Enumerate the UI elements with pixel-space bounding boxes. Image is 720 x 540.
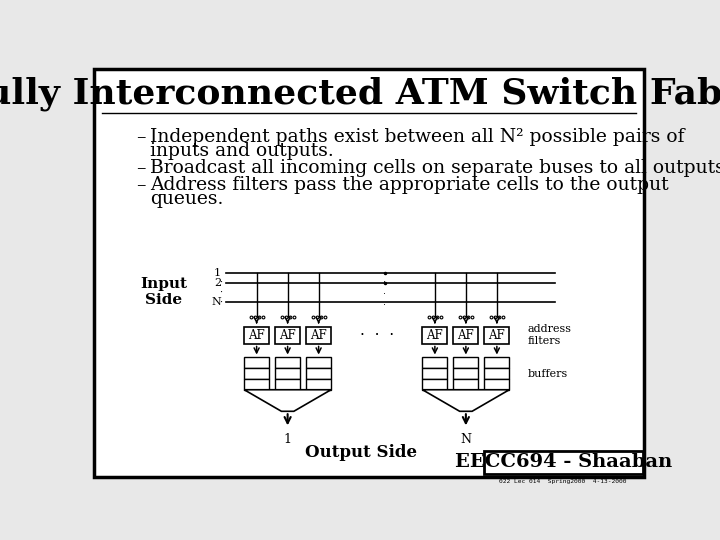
Bar: [306, 327, 331, 343]
Text: EECC694 - Shaaban: EECC694 - Shaaban: [454, 453, 672, 471]
Bar: [275, 327, 300, 343]
Text: ·
·
·: · · ·: [383, 277, 386, 310]
Text: –: –: [137, 159, 146, 177]
Text: 1: 1: [214, 268, 221, 278]
Bar: [454, 357, 478, 368]
Bar: [454, 379, 478, 390]
Text: Input
Side: Input Side: [140, 277, 187, 307]
Bar: [484, 451, 642, 475]
Text: N: N: [460, 433, 472, 446]
Bar: [423, 327, 447, 343]
Bar: [275, 379, 300, 390]
Text: –: –: [137, 128, 146, 146]
Text: N: N: [211, 297, 221, 307]
Text: Fully Interconnected ATM Switch Fabric: Fully Interconnected ATM Switch Fabric: [0, 77, 720, 111]
Bar: [423, 368, 447, 379]
Bar: [423, 379, 447, 390]
Text: address
filters: address filters: [528, 324, 572, 346]
Bar: [244, 368, 269, 379]
Text: Output Side: Output Side: [305, 444, 418, 461]
Text: queues.: queues.: [150, 190, 224, 207]
Text: Independent paths exist between all N² possible pairs of: Independent paths exist between all N² p…: [150, 128, 685, 146]
Bar: [485, 357, 509, 368]
Text: buffers: buffers: [528, 369, 568, 379]
Text: ·  ·  ·: · · ·: [360, 328, 394, 342]
Text: AF: AF: [310, 328, 327, 342]
Bar: [454, 327, 478, 343]
Polygon shape: [244, 390, 331, 411]
Text: 1: 1: [284, 433, 292, 446]
Bar: [306, 357, 331, 368]
Text: AF: AF: [488, 328, 505, 342]
Text: inputs and outputs.: inputs and outputs.: [150, 142, 334, 160]
Text: AF: AF: [279, 328, 296, 342]
Text: AF: AF: [426, 328, 444, 342]
Text: Broadcast all incoming cells on separate buses to all outputs.: Broadcast all incoming cells on separate…: [150, 159, 720, 177]
Bar: [485, 368, 509, 379]
Polygon shape: [423, 390, 509, 411]
Text: AF: AF: [248, 328, 265, 342]
Bar: [244, 357, 269, 368]
Bar: [306, 379, 331, 390]
Text: ·
·
·: · · ·: [220, 278, 222, 307]
Bar: [454, 368, 478, 379]
Bar: [275, 357, 300, 368]
Bar: [423, 357, 447, 368]
Text: AF: AF: [457, 328, 474, 342]
Text: –: –: [137, 176, 146, 194]
Text: 022 Lec 014  Spring2000  4-13-2000: 022 Lec 014 Spring2000 4-13-2000: [500, 479, 627, 484]
Bar: [244, 379, 269, 390]
Bar: [306, 368, 331, 379]
Bar: [244, 327, 269, 343]
Bar: [275, 368, 300, 379]
Text: 2: 2: [214, 278, 221, 288]
Bar: [485, 327, 509, 343]
Text: Address filters pass the appropriate cells to the output: Address filters pass the appropriate cel…: [150, 176, 669, 194]
Bar: [485, 379, 509, 390]
